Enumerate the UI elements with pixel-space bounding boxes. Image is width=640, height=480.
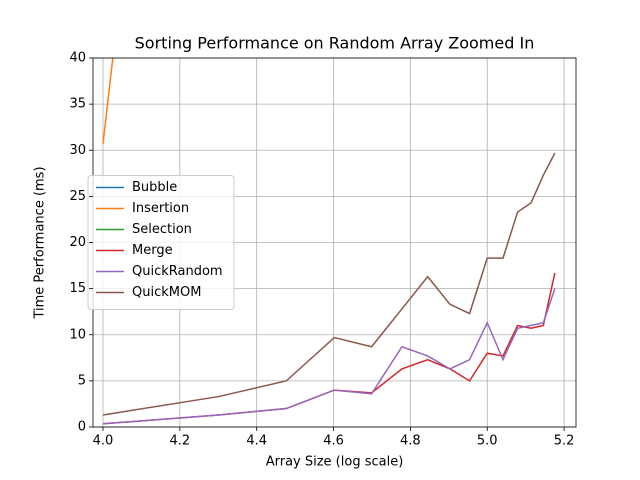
legend: Bubble Insertion Selection Merge QuickRandom…: [87, 175, 235, 310]
y-tick-label: 20: [69, 235, 86, 250]
x-tick-label: 5.0: [477, 434, 498, 449]
series-line: [102, 58, 114, 144]
legend-label: Bubble: [132, 180, 177, 195]
x-tick-label: 4.4: [246, 434, 267, 449]
series-line: [102, 152, 556, 416]
y-tick-label: 15: [69, 281, 86, 296]
y-tick-label: 35: [69, 97, 86, 112]
y-tick-label: 0: [78, 420, 86, 435]
series-line: [102, 288, 556, 425]
y-axis-label: Time Performance (ms): [33, 166, 48, 319]
plot-lines: [102, 58, 556, 425]
y-tick-label: 25: [69, 189, 86, 204]
chart-title: Sorting Performance on Random Array Zoom…: [135, 34, 535, 53]
x-tick-label: 4.8: [400, 434, 421, 449]
x-tick-label: 4.6: [323, 434, 344, 449]
legend-box: [87, 175, 235, 310]
y-tick-label: 30: [69, 143, 86, 158]
legend-label: QuickRandom: [132, 264, 223, 279]
y-tick-label: 10: [69, 327, 86, 342]
legend-label: Merge: [132, 243, 173, 258]
x-tick-label: 4.0: [93, 434, 114, 449]
x-tick-label: 4.2: [169, 434, 190, 449]
legend-label: QuickMOM: [132, 285, 201, 300]
x-axis-label: Array Size (log scale): [266, 455, 404, 470]
x-tick-label: 5.2: [554, 434, 575, 449]
legend-label: Selection: [132, 222, 192, 237]
y-tick-label: 40: [69, 51, 86, 66]
legend-label: Insertion: [132, 201, 189, 216]
y-tick-label: 5: [78, 373, 86, 388]
